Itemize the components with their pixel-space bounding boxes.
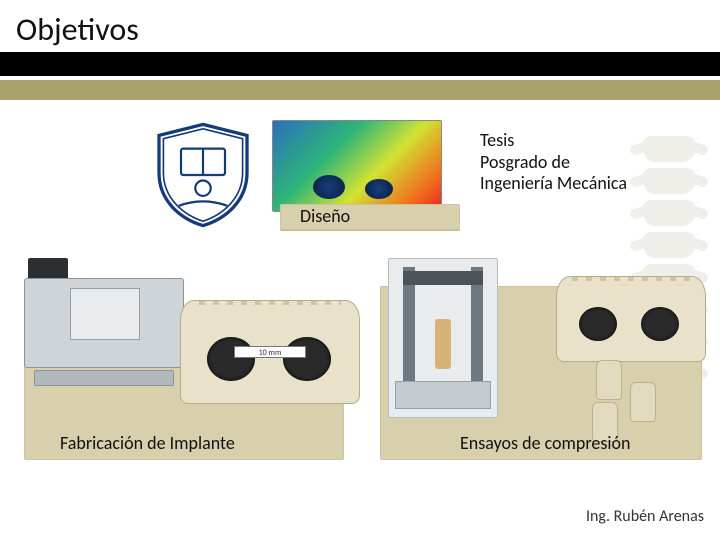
thesis-line1: Tesis: [480, 130, 627, 152]
cnc-lathe-image: [24, 258, 184, 388]
thesis-line3: Ingeniería Mecánica: [480, 173, 627, 195]
implant-small-image: [556, 276, 706, 362]
compression-test-machine-image: [388, 258, 498, 418]
title-underline-black: [0, 52, 720, 76]
ruler-unit: mm: [269, 348, 282, 358]
ensayos-label: Ensayos de compresión: [460, 432, 631, 454]
specimen-cylinder-image: [630, 382, 656, 422]
diseno-label: Diseño: [300, 205, 350, 227]
implant-with-ruler-image: 10 mm: [180, 300, 360, 404]
slide-title: Objetivos: [16, 10, 139, 49]
fea-simulation-image: [272, 120, 442, 212]
fabricacion-label: Fabricación de Implante: [60, 432, 235, 454]
thesis-text: Tesis Posgrado de Ingeniería Mecánica: [480, 130, 627, 195]
university-shield-image: [148, 120, 258, 230]
ruler-value: 10: [259, 348, 267, 358]
title-underline-khaki: [0, 80, 720, 100]
footer-author: Ing. Rubén Arenas: [586, 507, 704, 526]
slide: Objetivos Tesis Posgrado de Ingeniería M…: [0, 0, 720, 540]
specimen-cylinder-image: [596, 360, 622, 400]
thesis-line2: Posgrado de: [480, 152, 627, 174]
implant-ruler: 10 mm: [234, 346, 305, 358]
